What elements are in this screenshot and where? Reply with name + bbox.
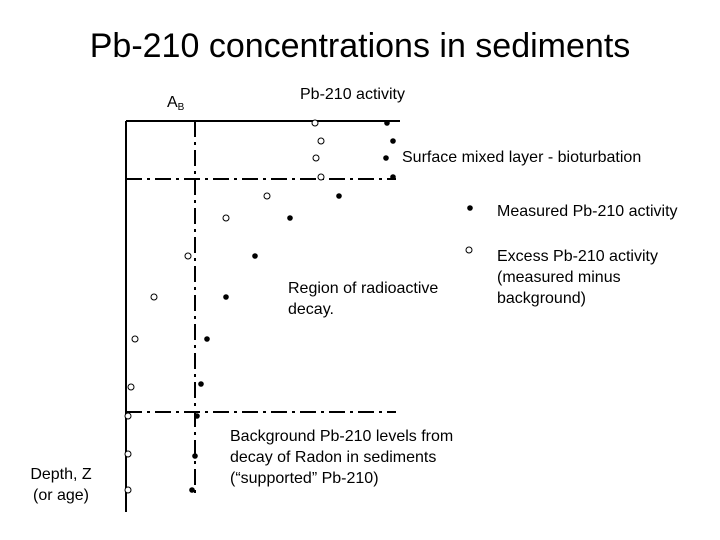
background-marker-label: AB bbox=[167, 94, 185, 113]
background-levels-label: Background Pb-210 levels from decay of R… bbox=[230, 426, 453, 489]
excess-point bbox=[184, 252, 192, 260]
measured-point bbox=[390, 138, 396, 144]
legend-excess-marker bbox=[465, 246, 473, 254]
measured-point bbox=[390, 174, 396, 180]
excess-points bbox=[124, 119, 325, 494]
surface-mixed-layer-label: Surface mixed layer - bioturbation bbox=[402, 149, 642, 166]
excess-point bbox=[124, 450, 132, 458]
measured-point bbox=[192, 453, 198, 459]
background-levels-line-2: decay of Radon in sediments bbox=[230, 449, 437, 466]
excess-point bbox=[311, 119, 319, 127]
legend-excess-line-3: background) bbox=[497, 290, 586, 307]
measured-point bbox=[287, 215, 293, 221]
y-axis-label-line-2: (or age) bbox=[32, 487, 90, 504]
excess-point bbox=[127, 383, 135, 391]
measured-point bbox=[384, 120, 390, 126]
legend-measured-marker bbox=[467, 205, 473, 211]
axes bbox=[125, 120, 400, 512]
measured-point bbox=[336, 193, 342, 199]
measured-point bbox=[194, 413, 200, 419]
x-axis-label: Pb-210 activity bbox=[300, 86, 405, 103]
excess-point bbox=[222, 214, 230, 222]
measured-point bbox=[383, 155, 389, 161]
excess-point bbox=[124, 412, 132, 420]
decay-region-label: Region of radioactive decay. bbox=[288, 278, 438, 320]
background-levels-line-1: Background Pb-210 levels from bbox=[230, 428, 454, 445]
excess-point bbox=[312, 154, 320, 162]
legend-excess-line-1: Excess Pb-210 activity bbox=[497, 248, 658, 265]
y-axis-label-line-1: Depth, Z bbox=[30, 466, 92, 483]
excess-point bbox=[150, 293, 158, 301]
excess-point bbox=[124, 486, 132, 494]
measured-point bbox=[198, 381, 204, 387]
measured-point bbox=[223, 294, 229, 300]
excess-point bbox=[263, 192, 271, 200]
measured-point bbox=[189, 487, 195, 493]
legend-excess-line-2: (measured minus bbox=[497, 269, 621, 286]
y-axis-label: Depth, Z (or age) bbox=[24, 464, 98, 506]
measured-point bbox=[204, 336, 210, 342]
excess-point bbox=[317, 137, 325, 145]
measured-point bbox=[252, 253, 258, 259]
slide-title: Pb-210 concentrations in sediments bbox=[89, 27, 631, 65]
measured-points bbox=[189, 120, 396, 493]
excess-point bbox=[131, 335, 139, 343]
boundary-lines bbox=[126, 121, 396, 497]
legend-excess-label: Excess Pb-210 activity (measured minus b… bbox=[497, 246, 658, 309]
decay-region-line-2: decay. bbox=[288, 301, 334, 318]
decay-region-line-1: Region of radioactive bbox=[288, 280, 439, 297]
legend-markers bbox=[465, 205, 473, 254]
background-levels-line-3: (“supported” Pb-210) bbox=[230, 470, 379, 487]
excess-point bbox=[317, 173, 325, 181]
legend-measured-label: Measured Pb-210 activity bbox=[497, 203, 678, 220]
